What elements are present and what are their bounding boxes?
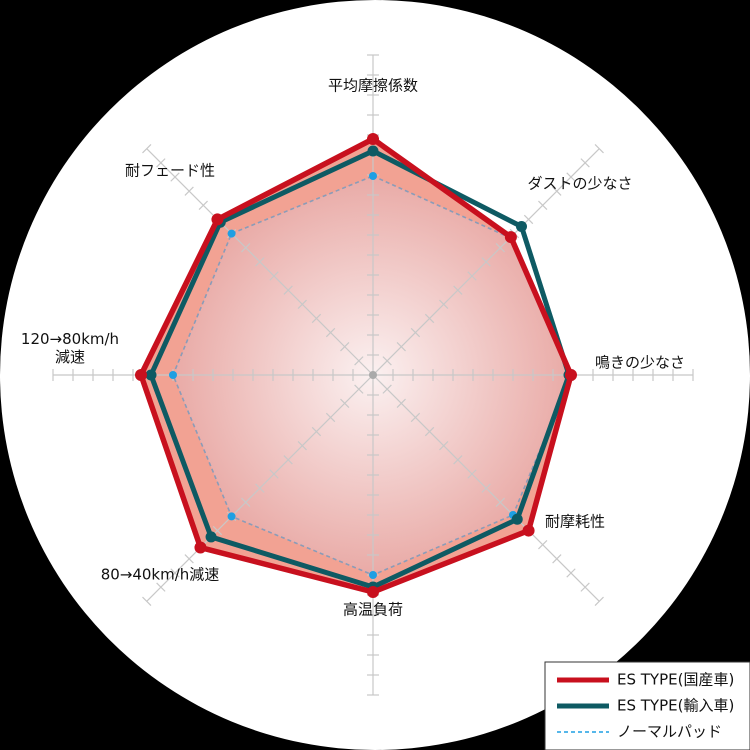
tick-mark <box>255 257 265 267</box>
legend-label: ES TYPE(輸入車) <box>617 697 734 715</box>
tick-mark <box>340 342 350 352</box>
category-label: 120→80km/h 減速 <box>21 330 119 366</box>
tick-mark <box>594 144 604 154</box>
tick-mark <box>481 257 491 267</box>
data-point <box>369 571 377 579</box>
data-point <box>504 231 517 244</box>
category-label: 耐摩耗性 <box>545 513 605 531</box>
tick-mark <box>311 426 322 437</box>
tick-mark <box>297 299 307 309</box>
tick-mark <box>552 186 562 196</box>
data-point <box>522 524 535 537</box>
tick-mark <box>410 412 421 423</box>
data-point <box>565 369 577 381</box>
tick-mark <box>241 497 251 507</box>
tick-mark <box>538 540 548 550</box>
data-point <box>227 229 236 238</box>
data-point <box>511 513 523 525</box>
tick-mark <box>523 214 534 225</box>
data-point <box>367 133 379 145</box>
data-point <box>205 531 217 543</box>
tick-mark <box>170 568 180 578</box>
tick-mark <box>241 243 251 253</box>
category-label: ダストの少なさ <box>527 175 632 193</box>
data-point <box>515 221 527 233</box>
tick-mark <box>340 398 350 408</box>
data-point <box>227 512 236 521</box>
tick-mark <box>552 554 562 564</box>
tick-mark <box>283 285 293 295</box>
tick-mark <box>538 200 548 210</box>
category-label: 高温負荷 <box>343 601 403 619</box>
center-dot <box>369 371 377 379</box>
tick-mark <box>142 144 152 154</box>
tick-mark <box>142 596 152 606</box>
tick-mark <box>439 299 449 309</box>
tick-mark <box>410 327 421 338</box>
data-point <box>369 172 377 180</box>
tick-mark <box>424 313 435 324</box>
tick-mark <box>325 412 336 423</box>
tick-mark <box>255 483 265 493</box>
tick-mark <box>170 172 180 182</box>
tick-mark <box>594 596 604 606</box>
data-point <box>211 213 224 226</box>
tick-mark <box>198 200 208 210</box>
data-point <box>194 541 207 554</box>
tick-mark <box>467 271 477 281</box>
tick-mark <box>580 582 590 592</box>
data-point <box>367 145 379 157</box>
tick-mark <box>269 271 279 281</box>
tick-mark <box>354 384 364 394</box>
tick-mark <box>396 398 406 408</box>
tick-mark <box>297 441 307 451</box>
tick-mark <box>354 356 364 366</box>
tick-mark <box>495 497 505 507</box>
tick-mark <box>481 483 491 493</box>
tick-mark <box>382 356 392 366</box>
tick-mark <box>467 469 477 479</box>
category-label: 鳴きの少なさ <box>595 354 685 372</box>
tick-mark <box>439 441 449 451</box>
legend-label: ES TYPE(国産車) <box>617 671 734 689</box>
tick-mark <box>495 243 505 253</box>
tick-mark <box>156 158 166 168</box>
data-point <box>367 586 379 598</box>
tick-mark <box>283 455 293 465</box>
data-point <box>135 369 147 381</box>
data-point <box>169 371 177 379</box>
tick-mark <box>566 568 576 578</box>
tick-mark <box>184 186 194 196</box>
tick-mark <box>566 172 576 182</box>
tick-mark <box>453 285 463 295</box>
category-label: 耐フェード性 <box>125 162 215 180</box>
tick-mark <box>453 455 463 465</box>
tick-mark <box>311 313 322 324</box>
tick-mark <box>424 426 435 437</box>
tick-mark <box>325 327 336 338</box>
tick-mark <box>184 554 194 564</box>
tick-mark <box>269 469 279 479</box>
tick-mark <box>156 582 166 592</box>
data-point <box>145 369 157 381</box>
legend-label: ノーマルパッド <box>617 723 722 741</box>
tick-mark <box>396 342 406 352</box>
category-label: 80→40km/h減速 <box>101 566 220 584</box>
tick-mark <box>382 384 392 394</box>
category-label: 平均摩擦係数 <box>328 77 418 95</box>
tick-mark <box>580 158 590 168</box>
tick-mark <box>212 525 223 536</box>
